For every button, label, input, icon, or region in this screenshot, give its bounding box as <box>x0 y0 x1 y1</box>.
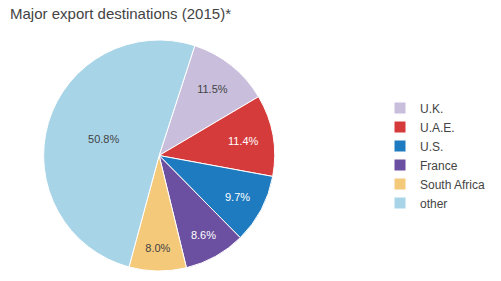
svg-text:11.5%: 11.5% <box>197 83 228 95</box>
svg-text:9.7%: 9.7% <box>225 191 250 203</box>
svg-text:U.A.E.: U.A.E. <box>420 121 455 135</box>
svg-text:11.4%: 11.4% <box>228 135 259 147</box>
svg-text:U.K.: U.K. <box>420 102 443 116</box>
svg-text:50.8%: 50.8% <box>88 133 119 145</box>
svg-text:France: France <box>420 159 458 173</box>
svg-text:8.6%: 8.6% <box>191 229 216 241</box>
svg-text:Major export destinations (201: Major export destinations (2015)* <box>10 5 231 22</box>
svg-text:8.0%: 8.0% <box>145 242 170 254</box>
svg-text:U.S.: U.S. <box>420 140 443 154</box>
svg-text:other: other <box>420 197 447 211</box>
svg-text:South Africa: South Africa <box>420 178 485 192</box>
